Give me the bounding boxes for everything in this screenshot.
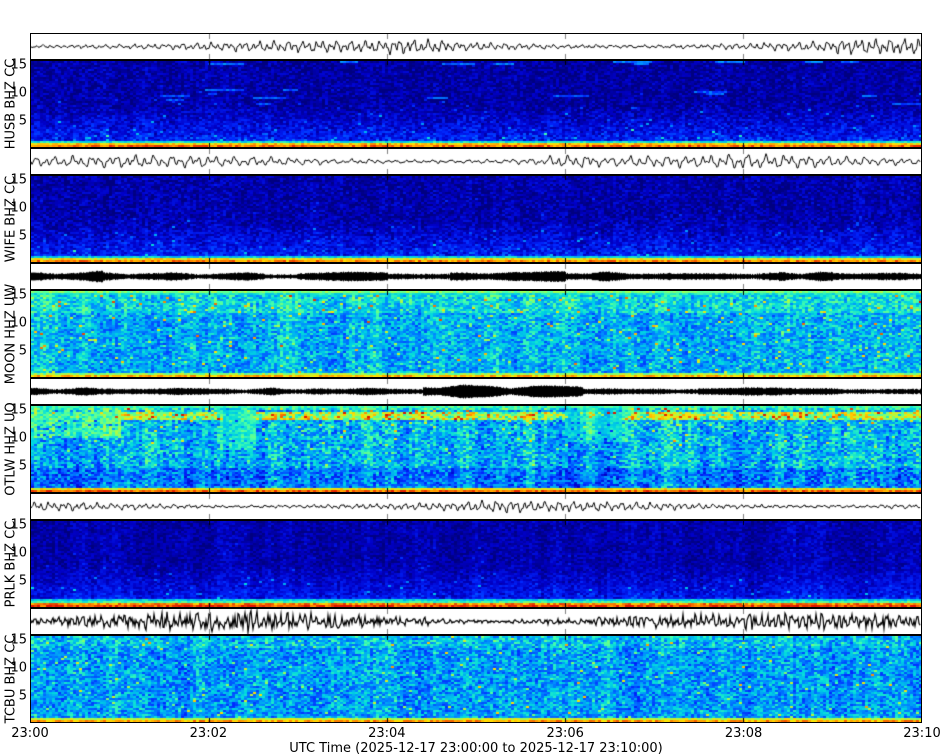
waveform-trace (31, 149, 921, 174)
station-label-tcbu: TCBU BHZ CC (3, 634, 19, 724)
freq-tick-label: 10 (10, 200, 27, 216)
spectrogram-image (31, 176, 921, 262)
freq-tick-label: 5 (18, 688, 27, 704)
spectrogram-image (31, 61, 921, 147)
waveform-strip-wife (30, 148, 922, 175)
freq-tick-label: 10 (10, 430, 27, 446)
waveform-strip-otlw (30, 378, 922, 405)
spectrogram-tcbu (30, 635, 922, 723)
spectrogram-moon (30, 290, 922, 378)
freq-tick-label: 5 (18, 113, 27, 129)
freq-tick-label: 5 (18, 228, 27, 244)
spectrogram-husb (30, 60, 922, 148)
x-axis-title: UTC Time (2025-12-17 23:00:00 to 2025-12… (289, 741, 663, 756)
waveform-strip-tcbu (30, 608, 922, 635)
waveform-trace (31, 34, 921, 59)
waveform-strip-husb (30, 33, 922, 60)
freq-tick-label: 15 (10, 57, 27, 73)
waveform-trace (31, 494, 921, 519)
freq-tick-label: 10 (10, 660, 27, 676)
time-tick-label: 23:02 (189, 726, 228, 741)
freq-tick-label: 15 (10, 402, 27, 418)
time-tick-label: 23:00 (11, 726, 49, 741)
freq-tick-label: 15 (10, 517, 27, 533)
spectrogram-prlk (30, 520, 922, 608)
time-tick-label: 23:04 (368, 726, 406, 741)
spectrogram-image (31, 636, 921, 722)
freq-tick-label: 15 (10, 172, 27, 188)
freq-tick-label: 5 (18, 458, 27, 474)
time-tick-label: 23:10 (903, 726, 941, 741)
waveform-strip-moon (30, 263, 922, 290)
spectrogram-wife (30, 175, 922, 263)
freq-tick-label: 15 (10, 287, 27, 303)
spectrogram-image (31, 291, 921, 377)
station-label-prlk: PRLK BHZ CC (3, 520, 19, 608)
freq-tick-label: 10 (10, 315, 27, 331)
waveform-trace (31, 609, 921, 634)
spectrogram-image (31, 521, 921, 607)
freq-tick-label: 5 (18, 573, 27, 589)
waveform-strip-prlk (30, 493, 922, 520)
freq-tick-label: 10 (10, 545, 27, 561)
spectrogram-otlw (30, 405, 922, 493)
spectrogram-image (31, 406, 921, 492)
station-label-wife: WIFE BHZ CC (3, 175, 19, 263)
waveform-trace (31, 379, 921, 404)
freq-tick-label: 10 (10, 85, 27, 101)
time-tick-label: 23:06 (546, 726, 584, 741)
freq-tick-label: 5 (18, 343, 27, 359)
freq-tick-label: 15 (10, 632, 27, 648)
waveform-trace (31, 264, 921, 289)
time-tick-label: 23:08 (724, 726, 763, 741)
